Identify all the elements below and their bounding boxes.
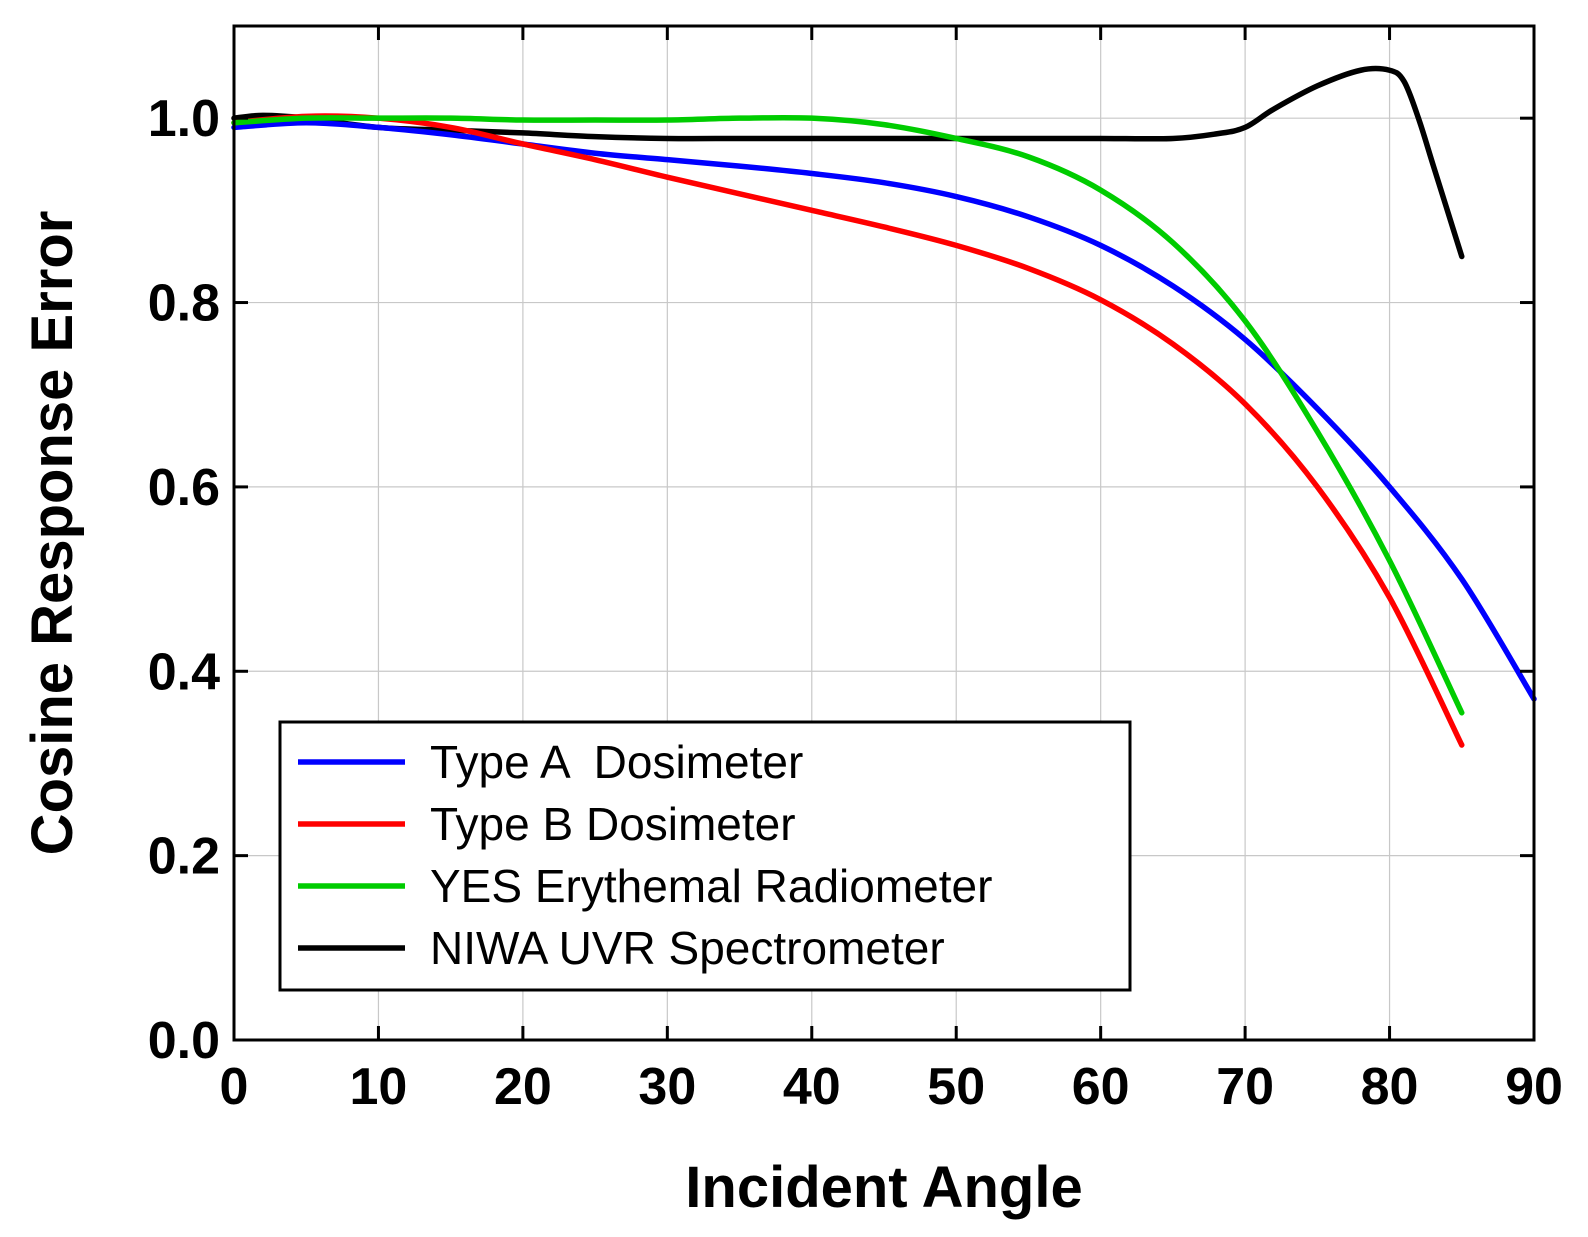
x-tick-label: 0 bbox=[220, 1058, 249, 1116]
y-tick-label: 0.6 bbox=[148, 459, 220, 517]
x-tick-label: 10 bbox=[350, 1058, 408, 1116]
grid bbox=[234, 26, 1534, 1040]
legend-box bbox=[278, 720, 1132, 992]
series-line-yes-erythemal-radiometer bbox=[231, 114, 1465, 716]
x-tick-label: 30 bbox=[638, 1058, 696, 1116]
legend-label: YES Erythemal Radiometer bbox=[430, 860, 992, 912]
legend-entries: Type A Dosimeter Type B Dosimeter YES Eryt… bbox=[298, 736, 992, 974]
plot-frame bbox=[232, 24, 1536, 1042]
x-tick-label: 60 bbox=[1072, 1058, 1130, 1116]
y-tick-label: 0.8 bbox=[148, 275, 220, 333]
y-tick-label: 0.4 bbox=[148, 643, 220, 701]
x-tick-label: 20 bbox=[494, 1058, 552, 1116]
ticks bbox=[232, 26, 1536, 1042]
series-line-type-b-dosimeter bbox=[231, 113, 1465, 748]
x-tick-label: 90 bbox=[1505, 1058, 1563, 1116]
series-line-type-a-dosimeter bbox=[231, 120, 1537, 702]
y-tick-label: 0.0 bbox=[148, 1012, 220, 1070]
legend-label: Type B Dosimeter bbox=[430, 798, 796, 850]
y-tick-label: 1.0 bbox=[148, 90, 220, 148]
x-axis-title: Incident Angle bbox=[685, 1155, 1082, 1220]
x-tick-label: 70 bbox=[1216, 1058, 1274, 1116]
x-tick-label: 50 bbox=[927, 1058, 985, 1116]
series-line-niwa-uvr-spectrometer bbox=[231, 65, 1465, 260]
x-tick-label: 80 bbox=[1361, 1058, 1419, 1116]
legend-label: NIWA UVR Spectrometer bbox=[430, 922, 945, 974]
x-tick-label: 40 bbox=[783, 1058, 841, 1116]
y-tick-labels: 0.0 0.2 0.4 0.6 0.8 1.0 bbox=[148, 90, 220, 1070]
x-tick-labels: 0 10 20 30 40 50 60 70 80 90 bbox=[220, 1058, 1563, 1116]
legend: Type A Dosimeter Type B Dosimeter YES Eryt… bbox=[278, 720, 1132, 992]
y-tick-label: 0.2 bbox=[148, 828, 220, 886]
legend-label: Type A Dosimeter bbox=[430, 736, 803, 788]
series-lines bbox=[231, 65, 1537, 748]
y-axis-title: Cosine Response Error bbox=[20, 211, 85, 856]
